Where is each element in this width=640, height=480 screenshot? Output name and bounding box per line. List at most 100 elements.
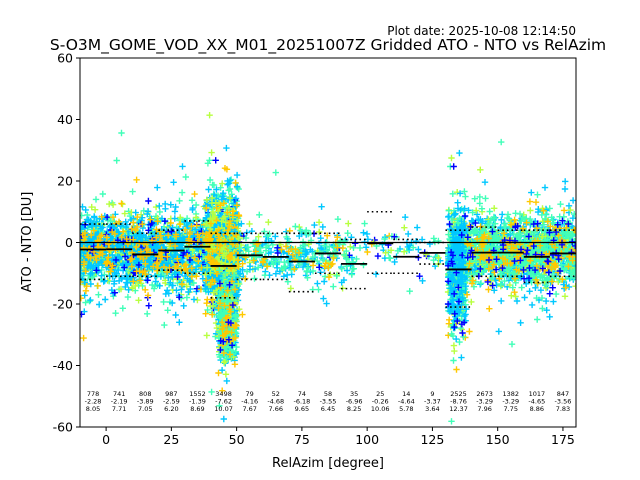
- x-tick-label: 0: [102, 432, 110, 447]
- bin-stats-1: 741-2.197.71: [111, 390, 128, 413]
- bin-mean-label: -6.18: [293, 398, 310, 406]
- bin-lines-15: [471, 226, 498, 278]
- bin-stats-9: 58-3.556.45: [320, 390, 337, 413]
- bin-count-label: 35: [350, 390, 358, 398]
- axes-layer: 0 25 50 75 100 125 150 175 -60 -40 -20 0 20 40 60: [53, 51, 575, 448]
- bin-mean-label: -0.26: [372, 398, 389, 406]
- bin-std-label: 7.75: [503, 405, 517, 413]
- bin-stats-0: 778-2.288.05: [85, 390, 102, 413]
- bin-count-label: 14: [402, 390, 410, 398]
- bin-mean-label: -3.29: [476, 398, 493, 406]
- bin-std-label: 6.45: [321, 405, 335, 413]
- bin-std-label: 10.07: [214, 405, 233, 413]
- bin-stats-4: 1552-1.398.69: [189, 390, 206, 413]
- bin-lines-13: [419, 241, 446, 265]
- bin-std-label: 8.25: [347, 405, 361, 413]
- bin-mean-label: -3.56: [555, 398, 572, 406]
- bin-mean-label: -4.65: [528, 398, 545, 406]
- bin-std-label: 7.05: [138, 405, 152, 413]
- bin-stats-18: 847-3.567.83: [555, 390, 572, 413]
- bin-lines-17: [523, 229, 550, 284]
- bin-std-label: 7.66: [269, 405, 283, 413]
- bin-count-label: 741: [113, 390, 125, 398]
- bin-std-label: 8.05: [86, 405, 100, 413]
- scatter-cloud-6: [463, 138, 576, 348]
- bin-lines-7: [262, 232, 289, 281]
- bin-mean-label: -4.64: [398, 398, 415, 406]
- bin-std-label: 7.67: [242, 405, 256, 413]
- bin-lines-6: [236, 232, 263, 281]
- scatter-cloud-5: [444, 149, 470, 425]
- x-tick-label: 75: [294, 432, 310, 447]
- bin-lines-16: [497, 229, 524, 278]
- bin-lines-0: [80, 223, 107, 281]
- x-tick-label: 100: [355, 432, 379, 447]
- x-tick-label: 150: [486, 432, 510, 447]
- bin-count-label: 25: [376, 390, 384, 398]
- statistics-lines-layer: [80, 210, 576, 308]
- bin-mean-label: -4.68: [267, 398, 284, 406]
- x-axis-label: RelAzim [degree]: [272, 456, 384, 471]
- scatter-points: [444, 163, 469, 337]
- bin-lines-8: [288, 232, 315, 293]
- scatter-cloud-layer: [80, 112, 576, 425]
- bin-mean-label: -4.16: [241, 398, 258, 406]
- bin-lines-18: [549, 229, 576, 278]
- x-tick-label: 25: [163, 432, 179, 447]
- y-tick-label: 60: [57, 51, 73, 66]
- y-tick-label: -40: [53, 358, 73, 373]
- bin-mean-label: -3.55: [320, 398, 337, 406]
- bin-mean-label: -6.96: [346, 398, 363, 406]
- bin-std-label: 8.69: [190, 405, 204, 413]
- y-tick-label: -60: [53, 420, 73, 435]
- scatter-cloud-2: [215, 228, 240, 423]
- x-tick-label: 50: [229, 432, 245, 447]
- bin-std-label: 3.64: [425, 405, 439, 413]
- bin-stats-15: 2673-3.297.96: [476, 390, 493, 413]
- bin-std-label: 7.83: [556, 405, 570, 413]
- bin-lines-10: [341, 238, 368, 290]
- bin-stats-6: 79-4.167.67: [241, 390, 258, 413]
- scatter-cloud-3: [236, 169, 357, 318]
- bin-count-label: 987: [165, 390, 177, 398]
- plot-date: Plot date: 2025-10-08 12:14:50: [387, 24, 576, 38]
- chart-title: S-O3M_GOME_VOD_XX_M01_20251007Z Gridded …: [50, 36, 606, 55]
- scatter-cloud-0: [80, 129, 214, 342]
- x-tick-label: 125: [420, 432, 444, 447]
- bin-count-label: 58: [324, 390, 332, 398]
- bin-lines-3: [158, 229, 185, 271]
- bin-lines-12: [393, 238, 420, 275]
- bin-mean-label: -8.76: [450, 398, 467, 406]
- bin-statistics-labels: 778-2.288.05741-2.197.71808-3.897.05987-…: [85, 390, 572, 413]
- bin-count-label: 79: [246, 390, 254, 398]
- bin-stats-3: 987-2.596.20: [163, 390, 180, 413]
- bin-lines-4: [184, 220, 211, 275]
- bin-count-label: 1017: [529, 390, 546, 398]
- bin-lines-9: [314, 232, 342, 275]
- bin-count-label: 847: [557, 390, 569, 398]
- bin-mean-label: -2.19: [111, 398, 128, 406]
- bin-std-label: 10.06: [371, 405, 390, 413]
- bin-stats-2: 808-3.897.05: [137, 390, 154, 413]
- scatter-points: [464, 217, 576, 297]
- bin-lines-1: [106, 223, 133, 278]
- bin-std-label: 5.78: [399, 405, 413, 413]
- scatter-points: [216, 280, 237, 354]
- bin-stats-8: 74-6.189.65: [293, 390, 310, 413]
- bin-count-label: 3498: [215, 390, 232, 398]
- y-tick-label: 0: [65, 235, 73, 250]
- bin-std-label: 7.96: [477, 405, 491, 413]
- bin-std-label: 9.65: [295, 405, 309, 413]
- bin-std-label: 7.71: [112, 405, 126, 413]
- bin-mean-label: -1.39: [189, 398, 206, 406]
- bin-count-label: 1552: [189, 390, 206, 398]
- bin-stats-12: 14-4.645.78: [398, 390, 415, 413]
- bin-mean-label: -3.89: [137, 398, 154, 406]
- bin-lines-2: [132, 232, 159, 278]
- bin-lines-5: [210, 232, 237, 299]
- bin-count-label: 1382: [502, 390, 519, 398]
- bin-mean-label: -3.29: [502, 398, 519, 406]
- bin-stats-16: 1382-3.297.75: [502, 390, 519, 413]
